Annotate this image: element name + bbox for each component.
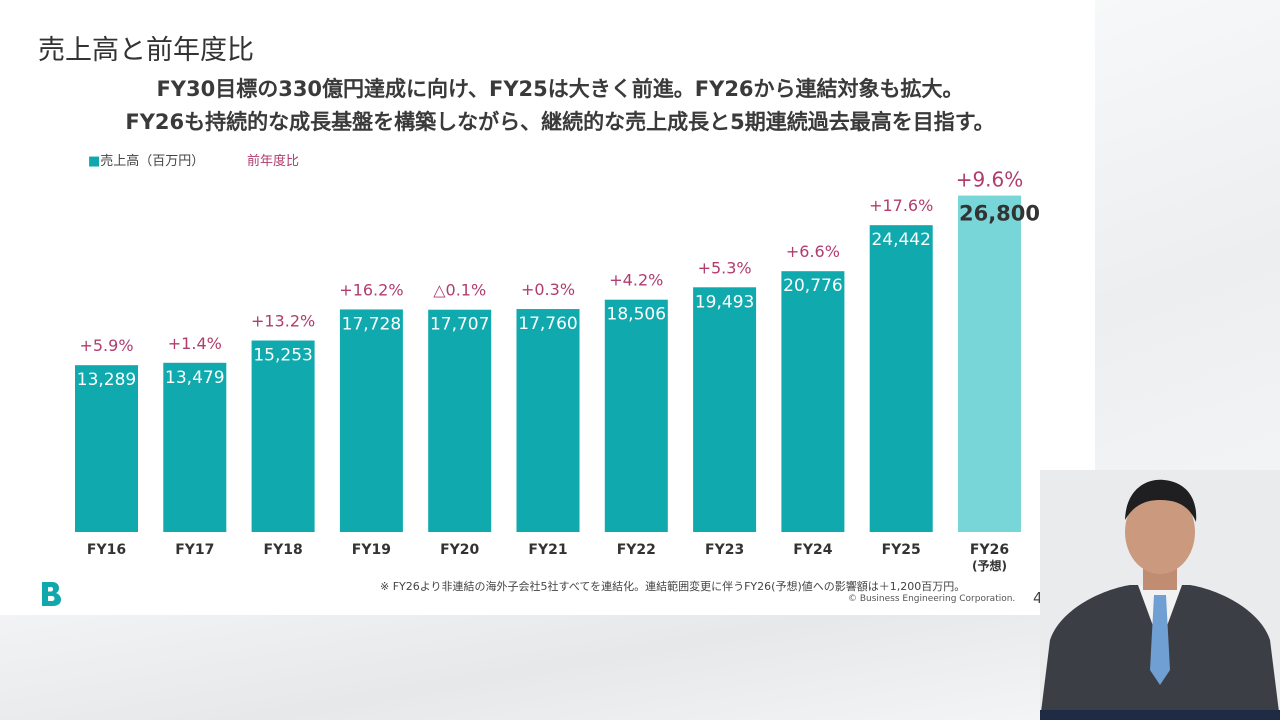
category-label: FY16	[87, 542, 126, 558]
bar-fy25	[869, 225, 933, 532]
background-bottom	[0, 615, 1095, 720]
category-label: FY23	[705, 542, 744, 558]
value-label: 24,442	[871, 230, 930, 250]
yoy-label: +9.6%	[956, 168, 1024, 192]
category-label: FY21	[528, 542, 567, 558]
category-label: FY20	[440, 542, 479, 558]
yoy-label: +6.6%	[786, 242, 840, 261]
legend-yoy: 前年度比	[247, 154, 300, 169]
bar-fy22	[604, 299, 668, 532]
yoy-label: +13.2%	[251, 312, 315, 331]
value-label: 13,479	[165, 368, 224, 388]
presenter-video	[1040, 470, 1280, 720]
category-label: FY19	[352, 542, 391, 558]
bar-fy20	[428, 309, 492, 532]
category-sublabel: (予想)	[972, 558, 1007, 573]
labels-group: 13,289 +5.9% FY16 13,479 +1.4% FY17 15,253 +13.…	[77, 168, 1040, 573]
value-label: 17,728	[342, 314, 401, 334]
legend-sales-marker: ■	[88, 154, 101, 169]
bar-fy17	[163, 362, 227, 532]
value-label: 17,707	[430, 315, 489, 335]
yoy-label: +1.4%	[168, 334, 222, 353]
slide-title: 売上高と前年度比	[38, 35, 254, 66]
category-label: FY24	[793, 542, 832, 558]
value-label: 20,776	[783, 276, 842, 296]
yoy-label: +17.6%	[869, 196, 933, 215]
legend-sales: ■売上高（百万円）	[88, 150, 204, 169]
bars-group	[75, 195, 1021, 532]
headline-line-2: FY26も持続的な成長基盤を構築しながら、継続的な売上成長と5期連続過去最高を目…	[125, 110, 995, 134]
category-label: FY25	[882, 542, 921, 558]
bar-fy26	[958, 195, 1021, 532]
value-label: 18,506	[607, 305, 666, 325]
copyright: © Business Engineering Corporation.	[848, 594, 1016, 604]
sales-bar-chart: 13,289 +5.9% FY16 13,479 +1.4% FY17 15,253 +13.…	[75, 168, 1040, 573]
bar-fy23	[693, 287, 757, 532]
company-logo	[40, 581, 62, 611]
yoy-label: +5.9%	[79, 336, 133, 355]
yoy-label: +16.2%	[339, 280, 403, 299]
legend-sales-label: 売上高（百万円）	[100, 154, 205, 169]
bar-fy24	[781, 271, 845, 532]
category-label: FY26	[970, 542, 1009, 558]
value-label: 15,253	[253, 346, 312, 366]
value-label: 13,289	[77, 370, 136, 390]
headline-line-1: FY30目標の330億円達成に向け、FY25は大きく前進。FY26から連結対象も…	[156, 77, 964, 101]
footnote: ※ FY26より非連結の海外子会社5社すべてを連結化。連結範囲変更に伴うFY26…	[380, 580, 966, 593]
yoy-label: △0.1%	[433, 281, 486, 300]
category-label: FY17	[175, 542, 214, 558]
bar-fy18	[251, 340, 315, 532]
category-label: FY22	[617, 542, 656, 558]
bar-fy19	[339, 309, 403, 532]
category-label: FY18	[264, 542, 303, 558]
yoy-label: +5.3%	[698, 258, 752, 277]
bar-fy21	[516, 309, 580, 532]
bar-fy16	[75, 365, 138, 532]
yoy-label: +0.3%	[521, 280, 575, 299]
yoy-label: +4.2%	[609, 271, 663, 290]
value-label: 19,493	[695, 292, 754, 312]
value-label: 26,800	[959, 202, 1040, 226]
value-label: 17,760	[518, 314, 577, 334]
